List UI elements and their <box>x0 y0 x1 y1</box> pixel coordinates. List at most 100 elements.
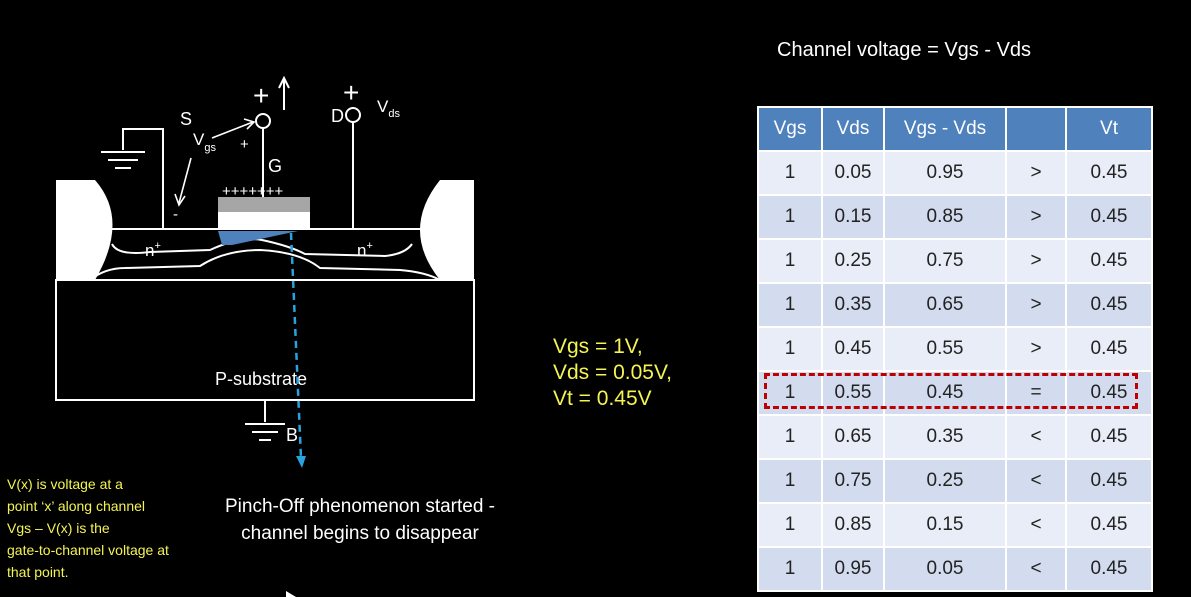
voltage-table-container: Vgs Vds Vgs - Vds Vt 1 0.05 0.95 >0.45 1 0.15… <box>757 106 1153 592</box>
table-row: 1 0.75 0.25 <0.45 <box>757 458 1153 504</box>
cell-vgs: 1 <box>757 414 823 460</box>
drain-n-plus: n+ <box>357 240 373 260</box>
pinch-off-caption: Pinch-Off phenomenon started - channel b… <box>224 496 496 544</box>
cell-vds: 0.45 <box>821 326 885 372</box>
cell-vt: 0.45 <box>1065 282 1153 328</box>
voltage-table: Vgs Vds Vgs - Vds Vt 1 0.05 0.95 >0.45 1 0.15… <box>757 106 1153 592</box>
vgs-arrow-to-gate-head <box>243 118 256 130</box>
n-well-outline <box>111 238 413 258</box>
cell-vt: 0.45 <box>1065 458 1153 504</box>
cell-vgs-minus-vds: 0.95 <box>883 150 1007 196</box>
cell-vds: 0.75 <box>821 458 885 504</box>
cell-comparison: < <box>1005 458 1067 504</box>
gate-up-arrow-head <box>278 75 290 89</box>
note-line: Vgs – V(x) is the <box>7 520 110 536</box>
vgs-minus: - <box>173 206 178 223</box>
cell-vgs: 1 <box>757 282 823 328</box>
note-line: that point. <box>7 564 69 580</box>
notes-text: V(x) is voltage at a point ‘x’ along cha… <box>7 473 169 583</box>
gate-label: G <box>268 156 282 176</box>
gate-charges: +++++++ <box>222 183 284 200</box>
cell-comparison: > <box>1005 282 1067 328</box>
cell-vt: 0.45 <box>1065 370 1153 416</box>
cell-vgs: 1 <box>757 458 823 504</box>
cell-vds: 0.85 <box>821 502 885 548</box>
cell-vt: 0.45 <box>1065 150 1153 196</box>
table-row: 1 0.95 0.05 <0.45 <box>757 546 1153 592</box>
cell-vgs: 1 <box>757 150 823 196</box>
cell-vgs: 1 <box>757 194 823 240</box>
cell-vds: 0.95 <box>821 546 885 592</box>
source-n-plus: n+ <box>145 240 161 260</box>
cell-vds: 0.65 <box>821 414 885 460</box>
cell-comparison: > <box>1005 194 1067 240</box>
cell-vgs: 1 <box>757 502 823 548</box>
cell-vt: 0.45 <box>1065 414 1153 460</box>
cell-vt: 0.45 <box>1065 326 1153 372</box>
drain-terminal <box>345 107 361 123</box>
vds-symbol: Vds <box>377 97 400 120</box>
mouse-cursor <box>286 591 296 597</box>
source-label: S <box>180 109 192 129</box>
table-row: 1 0.55 0.45 = 0.45 <box>757 370 1153 416</box>
note-line: point ‘x’ along channel <box>7 498 146 514</box>
cell-vgs: 1 <box>757 238 823 284</box>
pinch-off-arrow <box>289 232 303 459</box>
table-row: 1 0.65 0.35 <0.45 <box>757 414 1153 460</box>
pinch-off-arrow-head <box>296 456 306 468</box>
cell-comparison: > <box>1005 238 1067 284</box>
table-row: 1 0.85 0.15 <0.45 <box>757 502 1153 548</box>
cell-comparison: = <box>1005 370 1067 416</box>
p-substrate-region <box>55 279 475 401</box>
substrate-label: P-substrate <box>215 369 307 389</box>
table-row: 1 0.45 0.55 >0.45 <box>757 326 1153 372</box>
cell-vgs-minus-vds: 0.25 <box>883 458 1007 504</box>
param-vt: Vt = 0.45V <box>553 387 652 410</box>
inversion-channel <box>218 231 298 245</box>
right-oxide <box>420 180 474 280</box>
cell-vgs-minus-vds: 0.85 <box>883 194 1007 240</box>
vgs-symbol: Vgs <box>193 130 216 154</box>
cell-vds: 0.15 <box>821 194 885 240</box>
cell-vds: 0.25 <box>821 238 885 284</box>
cell-vt: 0.45 <box>1065 546 1153 592</box>
left-oxide <box>56 180 113 280</box>
header-vds: Vds <box>821 106 885 152</box>
table-row: 1 0.05 0.95 >0.45 <box>757 150 1153 196</box>
cell-vgs-minus-vds: 0.45 <box>883 370 1007 416</box>
cell-comparison: < <box>1005 414 1067 460</box>
cell-comparison: < <box>1005 502 1067 548</box>
cell-vt: 0.45 <box>1065 238 1153 284</box>
table-header-row: Vgs Vds Vgs - Vds Vt <box>757 106 1153 152</box>
table-row: 1 0.35 0.65 >0.45 <box>757 282 1153 328</box>
cell-vgs-minus-vds: 0.35 <box>883 414 1007 460</box>
table-row: 1 0.15 0.85 >0.45 <box>757 194 1153 240</box>
note-line: V(x) is voltage at a <box>7 476 123 492</box>
vgs-arrow-down-head <box>174 193 186 207</box>
param-vgs: Vgs = 1V, <box>553 335 643 358</box>
cell-vds: 0.35 <box>821 282 885 328</box>
gate-terminal <box>255 113 271 129</box>
gate-oxide <box>218 212 310 229</box>
body-label: B <box>286 425 298 445</box>
cell-vgs: 1 <box>757 370 823 416</box>
cell-vgs-minus-vds: 0.15 <box>883 502 1007 548</box>
cell-comparison: < <box>1005 546 1067 592</box>
mosfet-diagram: +++++++ G + S Vgs + - D + Vds n+ n+ P-su… <box>55 75 475 597</box>
table-body: 1 0.05 0.95 >0.45 1 0.15 0.85 >0.45 1 0.25 0.75 >0.… <box>757 150 1153 592</box>
source-wire <box>122 128 164 229</box>
cell-comparison: > <box>1005 326 1067 372</box>
header-comparison <box>1005 106 1067 152</box>
cell-vgs: 1 <box>757 546 823 592</box>
header-vgs: Vgs <box>757 106 823 152</box>
header-vgs-minus-vds: Vgs - Vds <box>883 106 1007 152</box>
cell-vgs-minus-vds: 0.55 <box>883 326 1007 372</box>
note-line: gate-to-channel voltage at <box>7 542 169 558</box>
param-vds: Vds = 0.05V, <box>553 361 672 384</box>
header-vt: Vt <box>1065 106 1153 152</box>
cell-vds: 0.55 <box>821 370 885 416</box>
gate-plus: + <box>253 80 269 111</box>
cell-vgs: 1 <box>757 326 823 372</box>
table-row: 1 0.25 0.75 >0.45 <box>757 238 1153 284</box>
cell-comparison: > <box>1005 150 1067 196</box>
